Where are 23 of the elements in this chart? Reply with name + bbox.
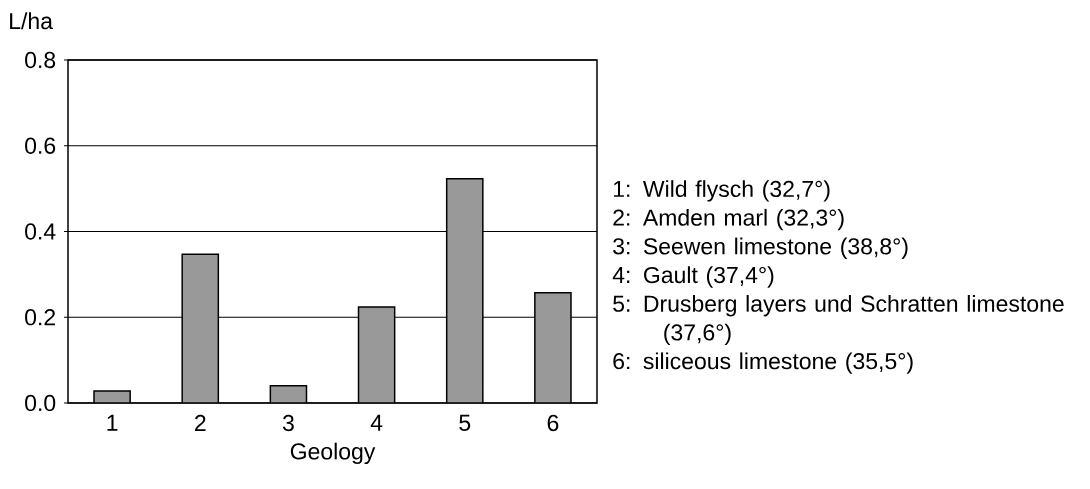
bar [357, 306, 396, 403]
text: 2: Amden marl (32,3°) [613, 208, 844, 231]
y-tick-label: 0.0 [25, 394, 56, 412]
x-tick-label: 5 [459, 414, 471, 431]
bar [181, 253, 220, 403]
y-tick-label: 0.6 [25, 137, 56, 154]
bar [445, 178, 484, 403]
text: 5: Drusberg layers und Schratten limestone (37,6°) [613, 294, 1064, 346]
y-tick-label: 0.8 [25, 51, 56, 69]
x-axis-title: Geology [290, 442, 376, 465]
y-axis-title: L/ha [10, 12, 53, 30]
text: 3: Seewen limestone (38,8°) [613, 237, 908, 260]
x-tick-label: 1 [107, 414, 118, 431]
text: 1: Wild flysch (32,7°) [613, 180, 830, 202]
bar [534, 292, 572, 403]
text: 6: siliceous limestone (35,5°) [613, 352, 913, 374]
x-tick-label: 2 [195, 414, 206, 431]
x-tick-label: 3 [282, 414, 294, 432]
y-tick-label: 0.4 [25, 223, 56, 240]
x-tick-label: 4 [370, 414, 383, 431]
x-tick-label: 6 [547, 414, 559, 432]
y-tick-label: 0.2 [25, 309, 55, 326]
text: 4: Gault (37,4°) [612, 266, 774, 288]
